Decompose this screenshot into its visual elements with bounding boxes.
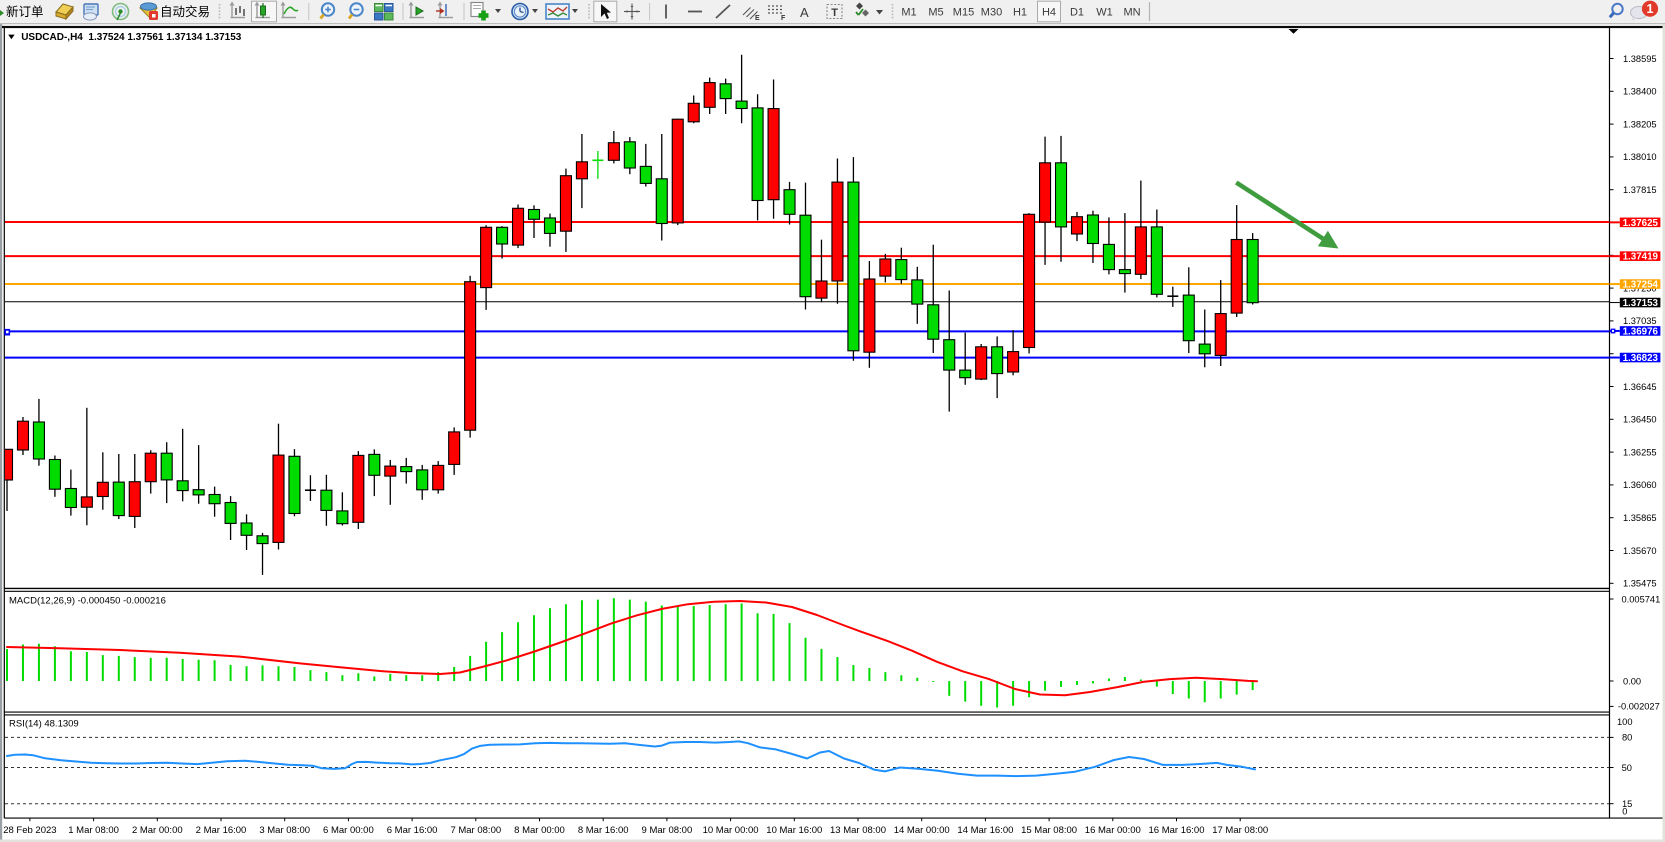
svg-text:1.36976: 1.36976 — [1623, 326, 1659, 337]
svg-text:1.36060: 1.36060 — [1623, 480, 1657, 490]
svg-text:28 Feb 2023: 28 Feb 2023 — [3, 825, 56, 836]
svg-text:1.37035: 1.37035 — [1623, 316, 1657, 326]
svg-text:0.00: 0.00 — [1623, 676, 1641, 686]
svg-text:1.35670: 1.35670 — [1623, 546, 1657, 556]
svg-text:6 Mar 00:00: 6 Mar 00:00 — [323, 825, 374, 836]
svg-text:M15: M15 — [953, 7, 974, 19]
svg-text:1.35475: 1.35475 — [1623, 579, 1657, 589]
svg-text:M5: M5 — [928, 7, 943, 19]
svg-text:16 Mar 00:00: 16 Mar 00:00 — [1085, 825, 1141, 836]
svg-text:MN: MN — [1123, 7, 1140, 19]
svg-text:50: 50 — [1622, 763, 1632, 773]
svg-text:15: 15 — [1622, 799, 1632, 809]
svg-text:1: 1 — [1647, 2, 1654, 16]
svg-text:17 Mar 08:00: 17 Mar 08:00 — [1212, 825, 1268, 836]
svg-text:2 Mar 16:00: 2 Mar 16:00 — [196, 825, 247, 836]
svg-text:100: 100 — [1617, 717, 1633, 727]
svg-text:8 Mar 00:00: 8 Mar 00:00 — [514, 825, 565, 836]
svg-text:8 Mar 16:00: 8 Mar 16:00 — [578, 825, 629, 836]
svg-text:14 Mar 16:00: 14 Mar 16:00 — [957, 825, 1013, 836]
svg-text:2 Mar 00:00: 2 Mar 00:00 — [132, 825, 183, 836]
svg-text:1.38205: 1.38205 — [1623, 119, 1657, 129]
svg-text:10 Mar 00:00: 10 Mar 00:00 — [703, 825, 759, 836]
svg-text:15 Mar 08:00: 15 Mar 08:00 — [1021, 825, 1077, 836]
svg-text:D1: D1 — [1070, 7, 1084, 19]
svg-text:新订单: 新订单 — [6, 4, 44, 19]
svg-text:14 Mar 00:00: 14 Mar 00:00 — [894, 825, 950, 836]
svg-text:0: 0 — [1622, 807, 1627, 817]
svg-text:1.37419: 1.37419 — [1623, 252, 1659, 263]
svg-text:3 Mar 08:00: 3 Mar 08:00 — [259, 825, 310, 836]
svg-text:1.38595: 1.38595 — [1623, 54, 1657, 64]
svg-text:1 Mar 08:00: 1 Mar 08:00 — [68, 825, 119, 836]
svg-text:1.35865: 1.35865 — [1623, 513, 1657, 523]
svg-text:10 Mar 16:00: 10 Mar 16:00 — [766, 825, 822, 836]
svg-text:0.005741: 0.005741 — [1622, 594, 1661, 604]
svg-text:1.37254: 1.37254 — [1623, 280, 1659, 291]
svg-text:F: F — [781, 15, 786, 22]
svg-text:W1: W1 — [1096, 7, 1113, 19]
svg-text:1.36645: 1.36645 — [1623, 382, 1657, 392]
svg-text:自动交易: 自动交易 — [160, 4, 210, 19]
svg-text:1.36823: 1.36823 — [1623, 353, 1659, 364]
svg-text:H1: H1 — [1013, 7, 1027, 19]
svg-text:16 Mar 16:00: 16 Mar 16:00 — [1149, 825, 1205, 836]
svg-text:6 Mar 16:00: 6 Mar 16:00 — [387, 825, 438, 836]
svg-text:RSI(14) 48.1309: RSI(14) 48.1309 — [9, 719, 79, 730]
svg-text:1.37153: 1.37153 — [1623, 298, 1659, 309]
svg-text:MACD(12,26,9) -0.000450 -0.000: MACD(12,26,9) -0.000450 -0.000216 — [9, 595, 166, 606]
svg-text:1.37815: 1.37815 — [1623, 185, 1657, 195]
svg-text:M1: M1 — [901, 7, 916, 19]
svg-text:1.36255: 1.36255 — [1623, 447, 1657, 457]
svg-text:USDCAD-,H4 1.37524 1.37561 1.: USDCAD-,H4 1.37524 1.37561 1.37134 1.371… — [21, 32, 242, 43]
svg-text:1.38400: 1.38400 — [1623, 87, 1657, 97]
svg-text:1.37625: 1.37625 — [1623, 218, 1659, 229]
svg-text:M30: M30 — [981, 7, 1002, 19]
svg-text:H4: H4 — [1042, 7, 1056, 19]
svg-text:1.38010: 1.38010 — [1623, 152, 1657, 162]
svg-text:80: 80 — [1622, 733, 1632, 743]
svg-text:E: E — [755, 15, 760, 22]
svg-text:7 Mar 08:00: 7 Mar 08:00 — [450, 825, 501, 836]
svg-text:-0.002027: -0.002027 — [1618, 702, 1660, 712]
svg-text:1.36450: 1.36450 — [1623, 415, 1657, 425]
svg-text:A: A — [800, 5, 809, 20]
svg-text:9 Mar 08:00: 9 Mar 08:00 — [642, 825, 693, 836]
svg-text:13 Mar 08:00: 13 Mar 08:00 — [830, 825, 886, 836]
svg-text:T: T — [831, 7, 838, 19]
